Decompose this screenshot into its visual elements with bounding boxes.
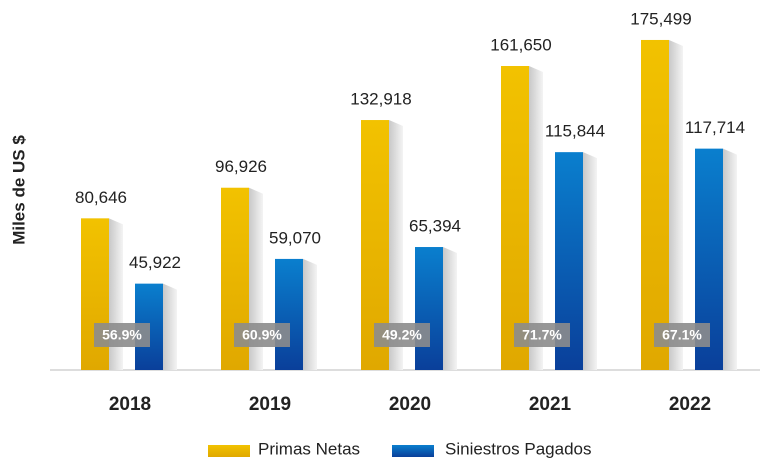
value-label: 115,844 bbox=[545, 122, 605, 141]
ratio-label: 49.2% bbox=[382, 327, 422, 343]
bar bbox=[415, 247, 443, 370]
ratio-box bbox=[234, 323, 290, 347]
bar bbox=[81, 218, 109, 370]
x-tick-label: 2018 bbox=[109, 394, 151, 415]
legend-swatch bbox=[208, 445, 250, 457]
bar-side bbox=[303, 258, 317, 370]
value-label: 80,646 bbox=[75, 188, 127, 207]
value-label: 59,070 bbox=[269, 228, 321, 247]
x-tick-label: 2020 bbox=[389, 394, 431, 415]
value-label: 96,926 bbox=[215, 157, 267, 176]
value-label: 117,714 bbox=[685, 118, 745, 137]
value-label: 161,650 bbox=[490, 35, 551, 54]
bar bbox=[275, 258, 303, 370]
value-label: 65,394 bbox=[409, 217, 461, 236]
ratio-box bbox=[374, 323, 430, 347]
y-axis-label: Miles de US $ bbox=[9, 135, 28, 245]
ratio-label: 56.9% bbox=[102, 327, 142, 343]
ratio-box bbox=[514, 323, 570, 347]
x-tick-label: 2022 bbox=[669, 394, 711, 415]
bar bbox=[501, 66, 529, 371]
x-tick-label: 2019 bbox=[249, 394, 291, 415]
value-label: 132,918 bbox=[350, 90, 411, 109]
ratio-label: 60.9% bbox=[242, 327, 282, 343]
ratio-label: 71.7% bbox=[522, 327, 562, 343]
bar-side bbox=[443, 247, 457, 370]
value-label: 45,922 bbox=[129, 253, 181, 272]
ratio-box bbox=[94, 323, 150, 347]
legend-label: Primas Netas bbox=[258, 439, 360, 458]
bar-side bbox=[669, 39, 683, 370]
bar-side bbox=[723, 148, 737, 370]
ratio-box bbox=[654, 323, 710, 347]
ratio-label: 67.1% bbox=[662, 327, 702, 343]
bar-side bbox=[163, 283, 177, 370]
bar-side bbox=[109, 218, 123, 370]
legend-label: Siniestros Pagados bbox=[445, 439, 591, 458]
bar bbox=[641, 39, 669, 370]
bar-side bbox=[583, 152, 597, 370]
legend-swatch bbox=[392, 445, 434, 457]
bar-side bbox=[529, 66, 543, 371]
bar-side bbox=[389, 120, 403, 370]
x-tick-label: 2021 bbox=[529, 394, 572, 415]
value-label: 175,499 bbox=[630, 9, 691, 28]
